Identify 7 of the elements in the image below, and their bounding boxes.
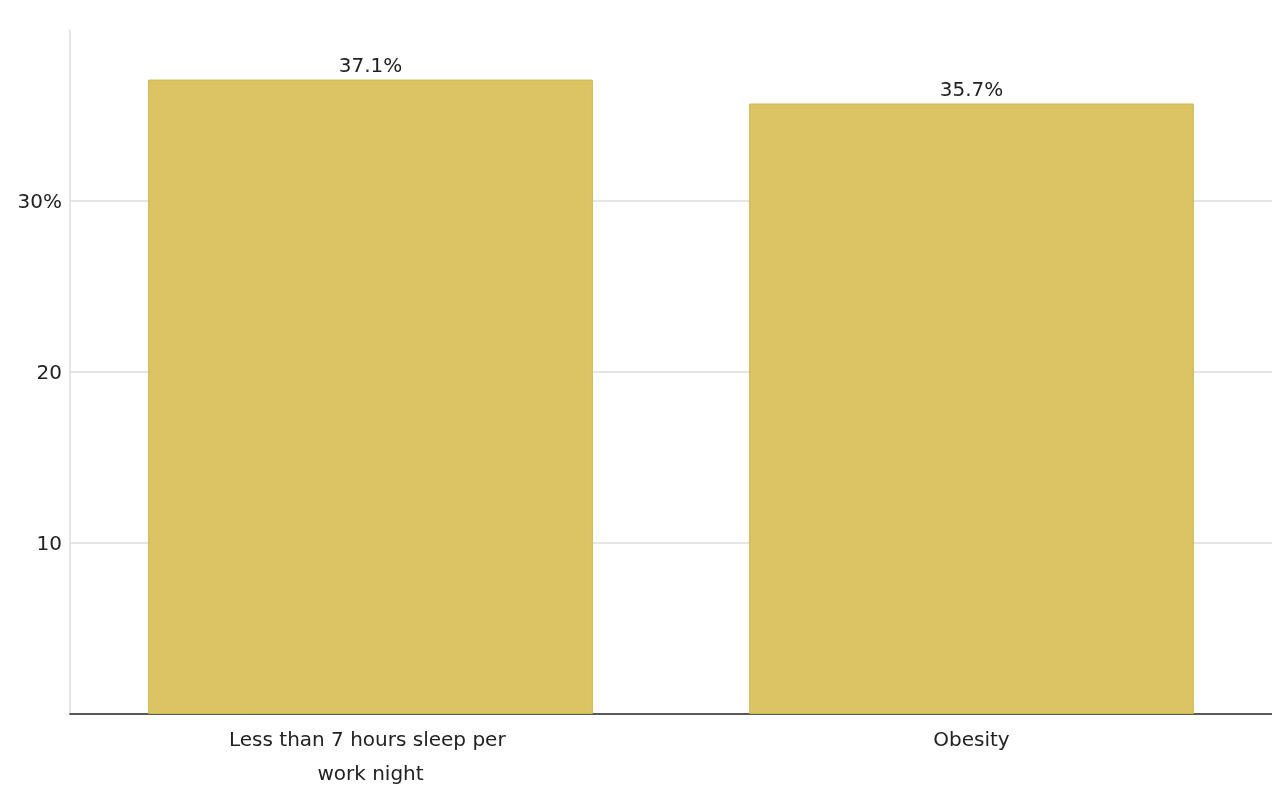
x-tick-label: Less than 7 hours sleep per work night bbox=[229, 727, 512, 785]
data-label: 35.7% bbox=[939, 76, 1004, 101]
data-label: 37.1% bbox=[338, 52, 403, 77]
y-tick-label: 30% bbox=[17, 189, 62, 213]
x-tick-label: Obesity bbox=[933, 727, 1010, 751]
y-tick-label: 10 bbox=[36, 531, 62, 555]
y-tick-label: 20 bbox=[36, 360, 62, 384]
